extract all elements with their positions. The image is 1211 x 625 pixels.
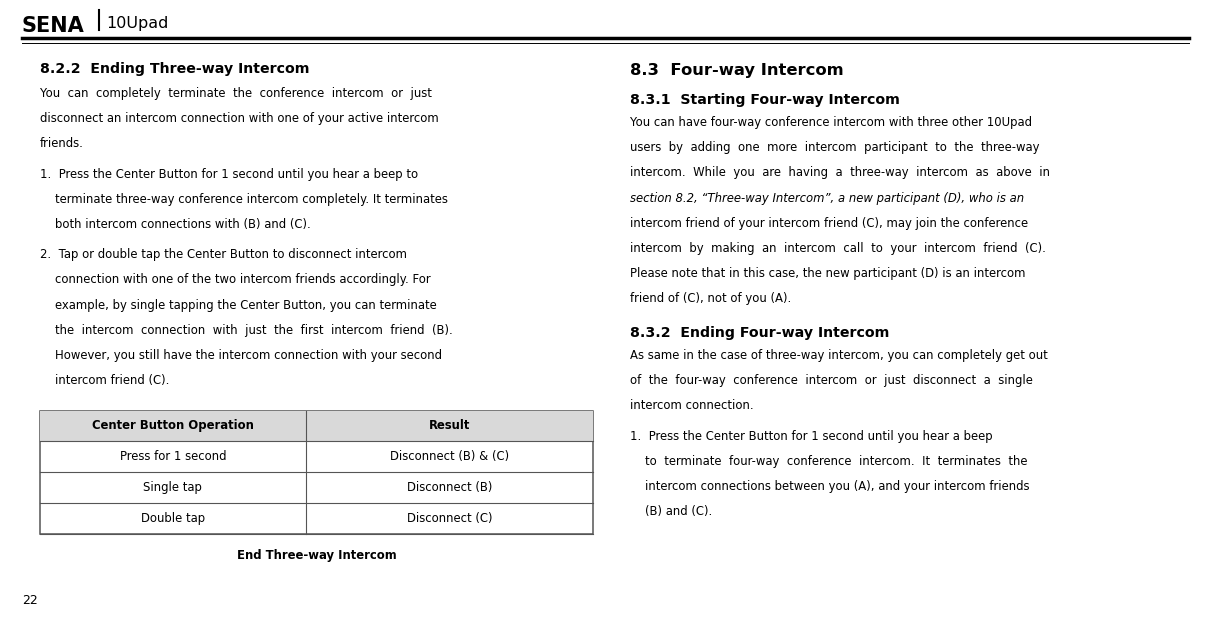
Text: Please note that in this case, the new participant (D) is an intercom: Please note that in this case, the new p… (630, 267, 1026, 280)
Text: connection with one of the two intercom friends accordingly. For: connection with one of the two intercom … (40, 274, 431, 286)
Bar (40, 411, 593, 534)
Text: However, you still have the intercom connection with your second: However, you still have the intercom con… (40, 349, 442, 362)
Text: Disconnect (C): Disconnect (C) (407, 512, 492, 525)
Text: terminate three-way conference intercom completely. It terminates: terminate three-way conference intercom … (40, 192, 448, 206)
Text: Single tap: Single tap (143, 481, 202, 494)
Text: As same in the case of three-way intercom, you can completely get out: As same in the case of three-way interco… (630, 349, 1048, 362)
Text: to  terminate  four-way  conference  intercom.  It  terminates  the: to terminate four-way conference interco… (630, 455, 1027, 468)
Text: 1.  Press the Center Button for 1 second until you hear a beep: 1. Press the Center Button for 1 second … (630, 430, 992, 442)
Text: End Three-way Intercom: End Three-way Intercom (237, 549, 396, 562)
Text: 1.  Press the Center Button for 1 second until you hear a beep to: 1. Press the Center Button for 1 second … (40, 168, 418, 181)
Text: section 8.2, “Three-way Intercom”, a new participant (D), who is an: section 8.2, “Three-way Intercom”, a new… (630, 192, 1023, 204)
Text: intercom connections between you (A), and your intercom friends: intercom connections between you (A), an… (630, 480, 1029, 493)
Text: SENA: SENA (22, 16, 85, 36)
Text: intercom  by  making  an  intercom  call  to  your  intercom  friend  (C).: intercom by making an intercom call to y… (630, 242, 1045, 255)
Text: 8.3.2  Ending Four-way Intercom: 8.3.2 Ending Four-way Intercom (630, 326, 889, 339)
Text: of  the  four-way  conference  intercom  or  just  disconnect  a  single: of the four-way conference intercom or j… (630, 374, 1033, 388)
Text: friends.: friends. (40, 138, 84, 150)
Text: 8.3.1  Starting Four-way Intercom: 8.3.1 Starting Four-way Intercom (630, 92, 900, 106)
Text: both intercom connections with (B) and (C).: both intercom connections with (B) and (… (40, 218, 311, 231)
Text: (B) and (C).: (B) and (C). (630, 506, 712, 518)
Text: intercom.  While  you  are  having  a  three-way  intercom  as  above  in: intercom. While you are having a three-w… (630, 166, 1050, 179)
Text: example, by single tapping the Center Button, you can terminate: example, by single tapping the Center Bu… (40, 299, 437, 312)
Text: Press for 1 second: Press for 1 second (120, 450, 226, 463)
Text: You  can  completely  terminate  the  conference  intercom  or  just: You can completely terminate the confere… (40, 87, 432, 100)
Text: 22: 22 (22, 594, 38, 608)
Text: users  by  adding  one  more  intercom  participant  to  the  three-way: users by adding one more intercom partic… (630, 141, 1039, 154)
Text: disconnect an intercom connection with one of your active intercom: disconnect an intercom connection with o… (40, 112, 438, 125)
Text: intercom friend of your intercom friend (C), may join the conference: intercom friend of your intercom friend … (630, 217, 1028, 230)
Text: You can have four-way conference intercom with three other 10Upad: You can have four-way conference interco… (630, 116, 1032, 129)
Text: intercom friend (C).: intercom friend (C). (40, 374, 170, 388)
Bar (40, 411, 593, 441)
Text: intercom connection.: intercom connection. (630, 399, 753, 412)
Text: 8.3  Four-way Intercom: 8.3 Four-way Intercom (630, 62, 843, 78)
Text: the  intercom  connection  with  just  the  first  intercom  friend  (B).: the intercom connection with just the fi… (40, 324, 453, 337)
Text: Center Button Operation: Center Button Operation (92, 419, 254, 432)
Text: 2.  Tap or double tap the Center Button to disconnect intercom: 2. Tap or double tap the Center Button t… (40, 248, 407, 261)
Text: Double tap: Double tap (140, 512, 205, 525)
Text: 10Upad: 10Upad (107, 16, 170, 31)
Text: Disconnect (B): Disconnect (B) (407, 481, 492, 494)
Text: 8.2.2  Ending Three-way Intercom: 8.2.2 Ending Three-way Intercom (40, 62, 310, 76)
Text: Disconnect (B) & (C): Disconnect (B) & (C) (390, 450, 509, 463)
Text: Result: Result (429, 419, 470, 432)
Text: friend of (C), not of you (A).: friend of (C), not of you (A). (630, 292, 791, 306)
